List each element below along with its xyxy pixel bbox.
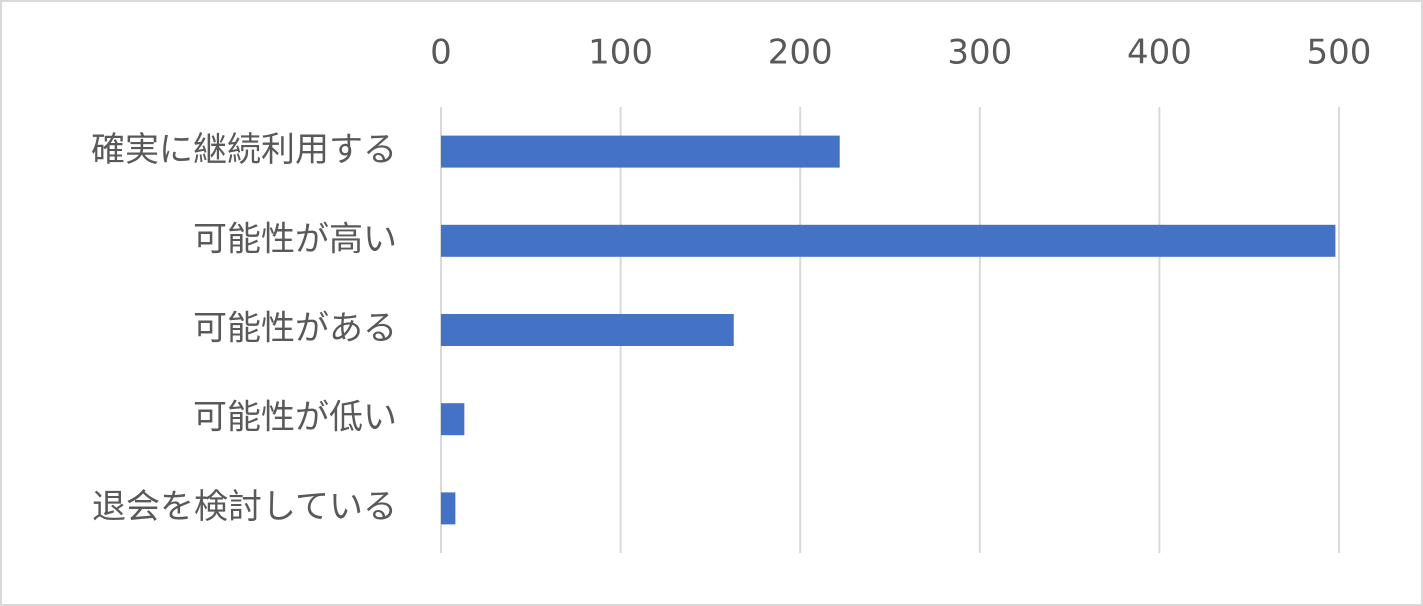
bar [441, 492, 456, 525]
x-tick-label: 500 [1307, 33, 1372, 73]
bar [441, 403, 465, 436]
y-tick-label: 可能性が高い [193, 219, 397, 259]
y-tick-label: 退会を検討している [92, 487, 397, 527]
bar [441, 224, 1336, 257]
bar [441, 314, 734, 346]
y-tick-label: 可能性が低い [193, 398, 397, 438]
bar [441, 135, 840, 168]
y-tick-label: 可能性がある [193, 309, 397, 349]
x-tick-label: 100 [588, 33, 653, 73]
x-tick-label: 0 [430, 33, 452, 73]
x-tick-label: 400 [1127, 33, 1192, 73]
x-tick-label: 200 [768, 33, 833, 73]
y-tick-label: 確実に継続利用する [91, 130, 397, 170]
x-tick-label: 300 [947, 33, 1012, 73]
